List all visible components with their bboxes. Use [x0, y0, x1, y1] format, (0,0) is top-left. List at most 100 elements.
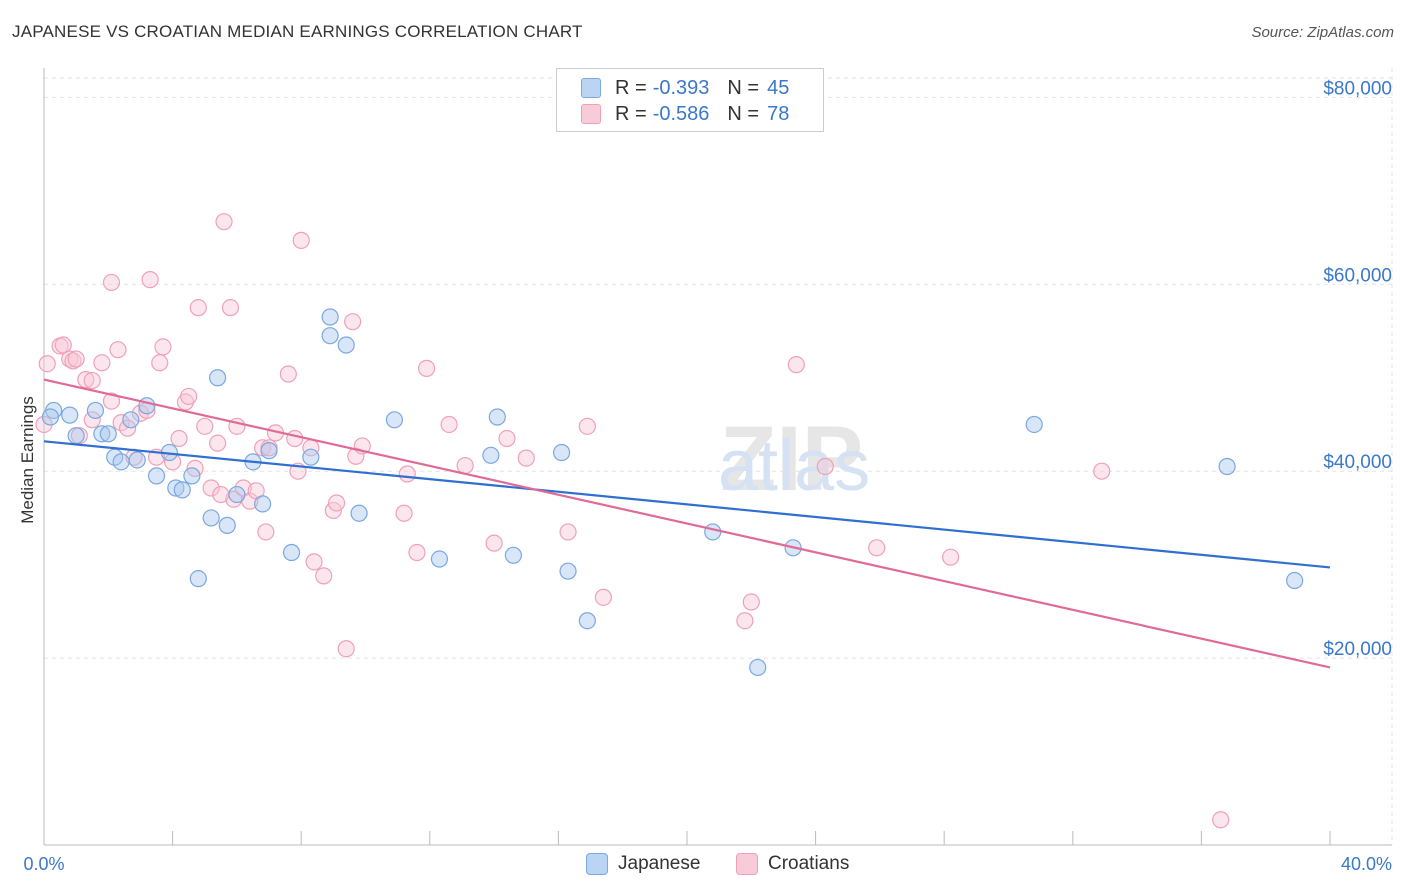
croatians-point [347, 447, 365, 465]
croatians-point [93, 354, 111, 372]
croatians-point [578, 417, 596, 435]
gridlines [44, 68, 1393, 845]
japanese-point [1025, 415, 1043, 434]
croatians-point [279, 365, 297, 383]
croatians-point [170, 429, 188, 448]
japanese-point [228, 485, 246, 504]
japanese-point [578, 612, 596, 630]
legend-r-value: -0.586 [652, 102, 710, 125]
japanese-point [482, 446, 500, 464]
croatians-point [868, 539, 886, 557]
croatians-point [102, 392, 121, 410]
source-label: Source: ZipAtlas.com [1251, 24, 1394, 41]
japanese-trend-line [43, 440, 1331, 569]
croatians-point [209, 434, 227, 452]
series-label-japanese: Japanese [618, 853, 701, 874]
japanese-point [61, 406, 79, 424]
croatians-point [221, 299, 240, 317]
croatians-point [327, 494, 346, 512]
watermark-atlas: atlas [718, 426, 870, 506]
x-tick-label: 0.0% [23, 854, 64, 874]
series-swatch-japanese [586, 853, 608, 875]
croatians-point [102, 273, 121, 292]
legend-swatch-croatians [581, 104, 601, 124]
japanese-point [147, 467, 166, 485]
legend-r-value: -0.393 [652, 76, 710, 99]
croatians-point [408, 543, 426, 562]
croatians-point [77, 371, 95, 389]
correlation-legend: R = -0.393 N = 45 R = -0.586 N = 78 [556, 68, 824, 132]
japanese-point [122, 411, 140, 429]
croatians-point [594, 588, 613, 606]
japanese-point [86, 401, 105, 420]
croatians-point [736, 612, 754, 630]
croatians-point [816, 457, 834, 476]
japanese-point [202, 509, 220, 527]
legend-n-label: N = [727, 76, 760, 99]
y-tick-label: $80,000 [1323, 78, 1392, 99]
croatians-point [395, 504, 413, 522]
series-legend-croatians: Croatians [736, 852, 849, 876]
japanese-point [337, 336, 355, 354]
legend-r-label: R = [615, 102, 647, 125]
japanese-point [302, 448, 320, 466]
croatians-point [202, 479, 220, 497]
trend-lines [43, 378, 1331, 669]
legend-row-croatians: R = -0.586 N = 78 [581, 101, 789, 127]
japanese-point [1286, 571, 1304, 590]
japanese-point [218, 516, 236, 534]
croatians-point [83, 371, 101, 390]
japanese-point [321, 327, 339, 345]
japanese-point [173, 481, 191, 499]
croatians-point [440, 415, 458, 434]
series-label-croatians: Croatians [768, 853, 850, 874]
croatians-point [559, 523, 577, 541]
croatians-point [417, 359, 436, 377]
japanese-point [504, 546, 522, 564]
croatians-point [517, 449, 535, 467]
croatians-point [498, 429, 516, 448]
y-tick-label: $60,000 [1323, 265, 1392, 286]
japanese-point [254, 495, 272, 513]
japanese-point [67, 427, 85, 445]
japanese-point [99, 425, 117, 443]
croatians-point [456, 456, 474, 475]
croatians-point [54, 336, 72, 354]
y-tick-labels: $20,000 $40,000 $60,000 $80,000 [1323, 78, 1392, 660]
croatians-point [141, 271, 159, 289]
legend-row-japanese: R = -0.393 N = 45 [581, 75, 789, 101]
x-tick-label: 40.0% [1341, 854, 1392, 874]
croatians-point [180, 387, 198, 406]
japanese-point [321, 308, 339, 326]
x-tick-labels: 0.0% 40.0% [23, 854, 1392, 874]
y-tick-label: $20,000 [1323, 639, 1392, 660]
croatians-point [38, 355, 56, 373]
japanese-point [260, 442, 278, 460]
japanese-point [41, 408, 60, 426]
japanese-point [488, 408, 506, 426]
croatians-point [344, 313, 362, 331]
croatians-point [196, 417, 214, 435]
croatians-point [257, 523, 275, 541]
legend-n-value: 78 [767, 102, 790, 125]
croatians-point [942, 548, 960, 566]
croatians-point [398, 465, 416, 483]
japanese-point [553, 443, 571, 462]
japanese-point [189, 570, 207, 588]
japanese-point [704, 523, 722, 541]
japanese-point [559, 562, 577, 580]
croatians-point [742, 593, 760, 611]
croatians-point [176, 393, 195, 411]
japanese-point [749, 658, 767, 677]
japanese-point [430, 550, 449, 568]
croatians-point [787, 356, 805, 374]
legend-r-label: R = [615, 76, 647, 99]
watermark-zip: ZIP [720, 408, 863, 510]
croatians-point [189, 299, 207, 317]
legend-n-value: 45 [767, 76, 790, 99]
croatians-trend-line [43, 378, 1331, 669]
japanese-point [1218, 457, 1236, 476]
japanese-point [183, 467, 201, 485]
japanese-point [385, 411, 404, 429]
